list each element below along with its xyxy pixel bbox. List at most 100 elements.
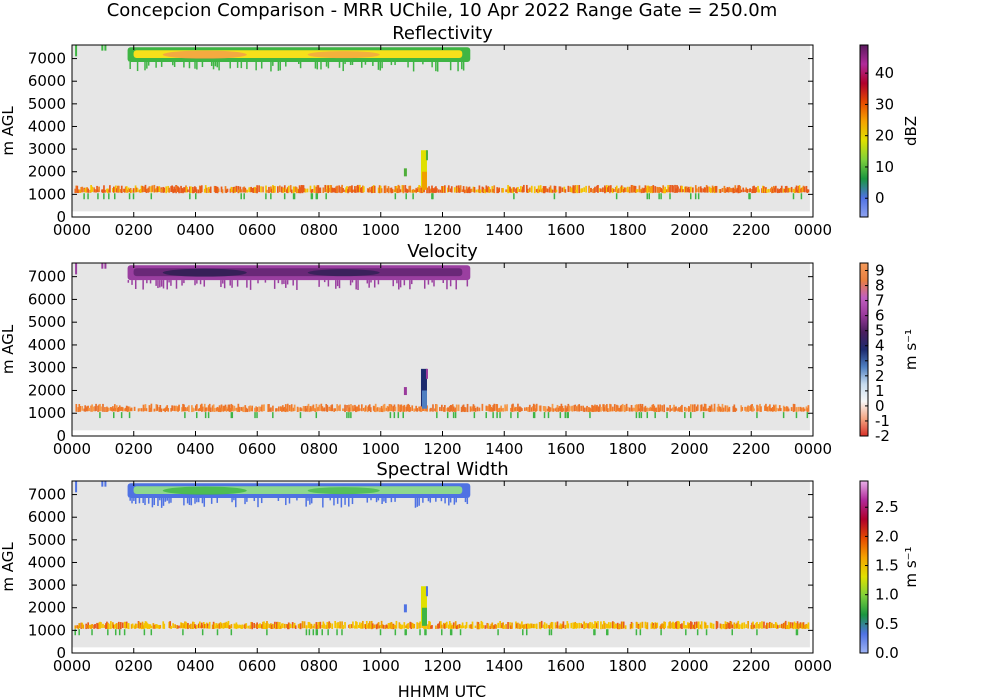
y-tick-label: 2000 — [28, 163, 66, 181]
x-tick-label: 0200 — [115, 221, 153, 239]
x-tick-label: 1600 — [547, 221, 585, 239]
colorbar-tick-label: 2 — [875, 367, 885, 385]
colorbar-tick-label: 2.0 — [875, 527, 899, 545]
y-tick-label: 4000 — [28, 553, 66, 571]
x-tick-label: 1400 — [485, 440, 523, 458]
x-tick-label: 0400 — [176, 657, 214, 675]
colorbar-label: m s⁻¹ — [902, 329, 920, 370]
colorbar-tick-label: -2 — [875, 427, 890, 445]
x-tick-label: 0800 — [300, 657, 338, 675]
x-tick-label: 0600 — [238, 657, 276, 675]
x-tick-label: 0600 — [238, 221, 276, 239]
feature-convective-column — [403, 368, 428, 409]
colorbar-tick-label: 5 — [875, 322, 885, 340]
feature-convective-column — [403, 150, 428, 190]
x-tick-label: 1400 — [485, 657, 523, 675]
y-tick-label: 0 — [56, 427, 66, 445]
y-tick-label: 0 — [56, 644, 66, 662]
y-tick-label: 3000 — [28, 140, 66, 158]
x-tick-label: 1600 — [547, 657, 585, 675]
y-tick-label: 0 — [56, 208, 66, 226]
x-tick-label: 1000 — [362, 657, 400, 675]
y-tick-label: 5000 — [28, 95, 66, 113]
panel-title: Spectral Width — [376, 459, 508, 480]
colorbar-tick-label: 0.5 — [875, 615, 899, 633]
colorbar-tick-label: 7 — [875, 292, 885, 310]
colorbar-tick-label: 1.0 — [875, 586, 899, 604]
x-tick-label: 0800 — [300, 221, 338, 239]
x-tick-label: 0000 — [53, 657, 91, 675]
data-coverage-area — [72, 263, 810, 431]
colorbar: 0 10 20 30 40 dBZ — [859, 44, 920, 218]
colorbar-label: m s⁻¹ — [902, 546, 920, 587]
colorbar-tick-label: 9 — [875, 262, 885, 280]
colorbar-tick-label: 0 — [875, 397, 885, 415]
x-tick-label: 2200 — [732, 221, 770, 239]
y-tick-label: 6000 — [28, 508, 66, 526]
y-tick-label: 6000 — [28, 72, 66, 90]
feature-low-layer — [74, 184, 810, 200]
panel-title: Reflectivity — [392, 23, 493, 44]
x-tick-label: 1000 — [362, 221, 400, 239]
x-tick-label: 1400 — [485, 221, 523, 239]
y-tick-label: 3000 — [28, 576, 66, 594]
colorbar-tick-label: 3 — [875, 352, 885, 370]
y-tick-label: 7000 — [28, 268, 66, 286]
x-tick-label: 2000 — [670, 657, 708, 675]
colorbar-tick-label: 40 — [875, 64, 894, 82]
colorbar-tick-label: 30 — [875, 95, 894, 113]
colorbar-tick-label: 0.0 — [875, 644, 899, 662]
x-tick-label: 1800 — [609, 440, 647, 458]
colorbar-tick-label: 0 — [875, 189, 885, 207]
colorbar-tick-label: 6 — [875, 307, 885, 325]
colorbar-tick-label: 1.5 — [875, 557, 899, 575]
y-tick-label: 4000 — [28, 117, 66, 135]
x-tick-label: 2200 — [732, 657, 770, 675]
colorbar-label: dBZ — [902, 116, 920, 146]
y-tick-label: 7000 — [28, 486, 66, 504]
x-tick-label: 0600 — [238, 440, 276, 458]
x-tick-label: 1800 — [609, 657, 647, 675]
x-tick-label: 0000 — [53, 221, 91, 239]
x-tick-label: 0400 — [176, 440, 214, 458]
x-tick-label: 0000 — [794, 657, 832, 675]
panel-title: Velocity — [407, 241, 478, 262]
y-tick-label: 5000 — [28, 313, 66, 331]
feature-upper-layer — [75, 45, 471, 72]
colorbar-gradient — [859, 262, 869, 437]
x-tick-label: 1200 — [423, 440, 461, 458]
colorbar-tick-label: -1 — [875, 412, 890, 430]
x-tick-label: 0000 — [53, 440, 91, 458]
colorbar-tick-label: 8 — [875, 277, 885, 295]
y-tick-label: 1000 — [28, 185, 66, 203]
x-tick-label: 0000 — [794, 440, 832, 458]
colorbar-tick-label: 1 — [875, 382, 885, 400]
colorbar-tick-label: 20 — [875, 127, 894, 145]
x-tick-label: 1200 — [423, 221, 461, 239]
y-tick-label: 1000 — [28, 404, 66, 422]
colorbar-tick-label: 2.5 — [875, 498, 899, 516]
colorbar-gradient — [859, 44, 869, 218]
feature-low-layer — [75, 403, 810, 419]
x-tick-label: 1200 — [423, 657, 461, 675]
y-tick-label: 7000 — [28, 50, 66, 68]
y-axis-label: m AGL — [0, 324, 17, 374]
x-tick-label: 1800 — [609, 221, 647, 239]
x-tick-label: 0400 — [176, 221, 214, 239]
x-tick-label: 1600 — [547, 440, 585, 458]
x-tick-label: 0200 — [115, 440, 153, 458]
x-tick-label: 0200 — [115, 657, 153, 675]
feature-convective-column — [403, 586, 428, 626]
x-tick-label: 2200 — [732, 440, 770, 458]
y-tick-label: 3000 — [28, 359, 66, 377]
feature-upper-layer — [75, 263, 471, 290]
y-tick-label: 1000 — [28, 621, 66, 639]
data-coverage-area — [72, 481, 810, 648]
colorbar: 0.0 0.5 1.0 1.5 2.0 2.5 m s⁻¹ — [859, 480, 920, 662]
colorbar-tick-label: 10 — [875, 158, 894, 176]
panel-spectral-width: Spectral Width 0000 0200 0400 0600 0800 1000 12… — [0, 459, 920, 675]
